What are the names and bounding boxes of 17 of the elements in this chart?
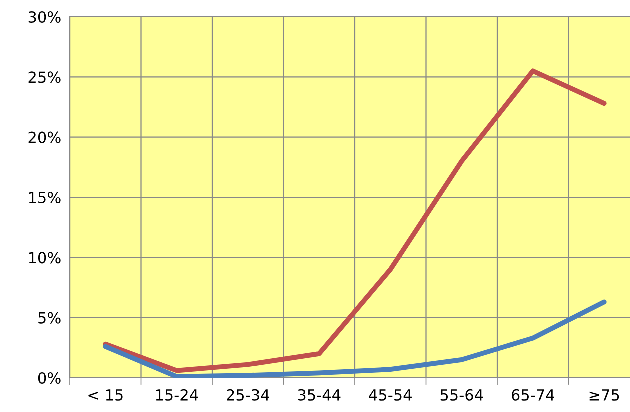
x-tick-label: 15-24 bbox=[156, 389, 198, 401]
line-series bbox=[103, 300, 607, 378]
x-tick-label: 65-74 bbox=[512, 389, 554, 401]
y-tick-label: 15% bbox=[29, 192, 61, 204]
line-series bbox=[103, 68, 607, 374]
x-tick-label: < 15 bbox=[88, 390, 123, 401]
y-tick-label: 0% bbox=[38, 372, 61, 384]
y-tick-label: 25% bbox=[28, 72, 61, 84]
x-tick-label: 25-34 bbox=[227, 389, 270, 401]
y-tick-label: 10% bbox=[29, 252, 61, 264]
x-tick-label: 45-54 bbox=[369, 390, 412, 401]
y-tick-label: 30% bbox=[28, 11, 61, 24]
x-tick-label: ≥75 bbox=[590, 390, 620, 401]
x-tick-label: 35-44 bbox=[298, 389, 341, 401]
y-tick-label: 5% bbox=[38, 312, 61, 324]
x-tick-label: 55-64 bbox=[440, 389, 484, 401]
y-tick-label: 20% bbox=[28, 132, 61, 144]
